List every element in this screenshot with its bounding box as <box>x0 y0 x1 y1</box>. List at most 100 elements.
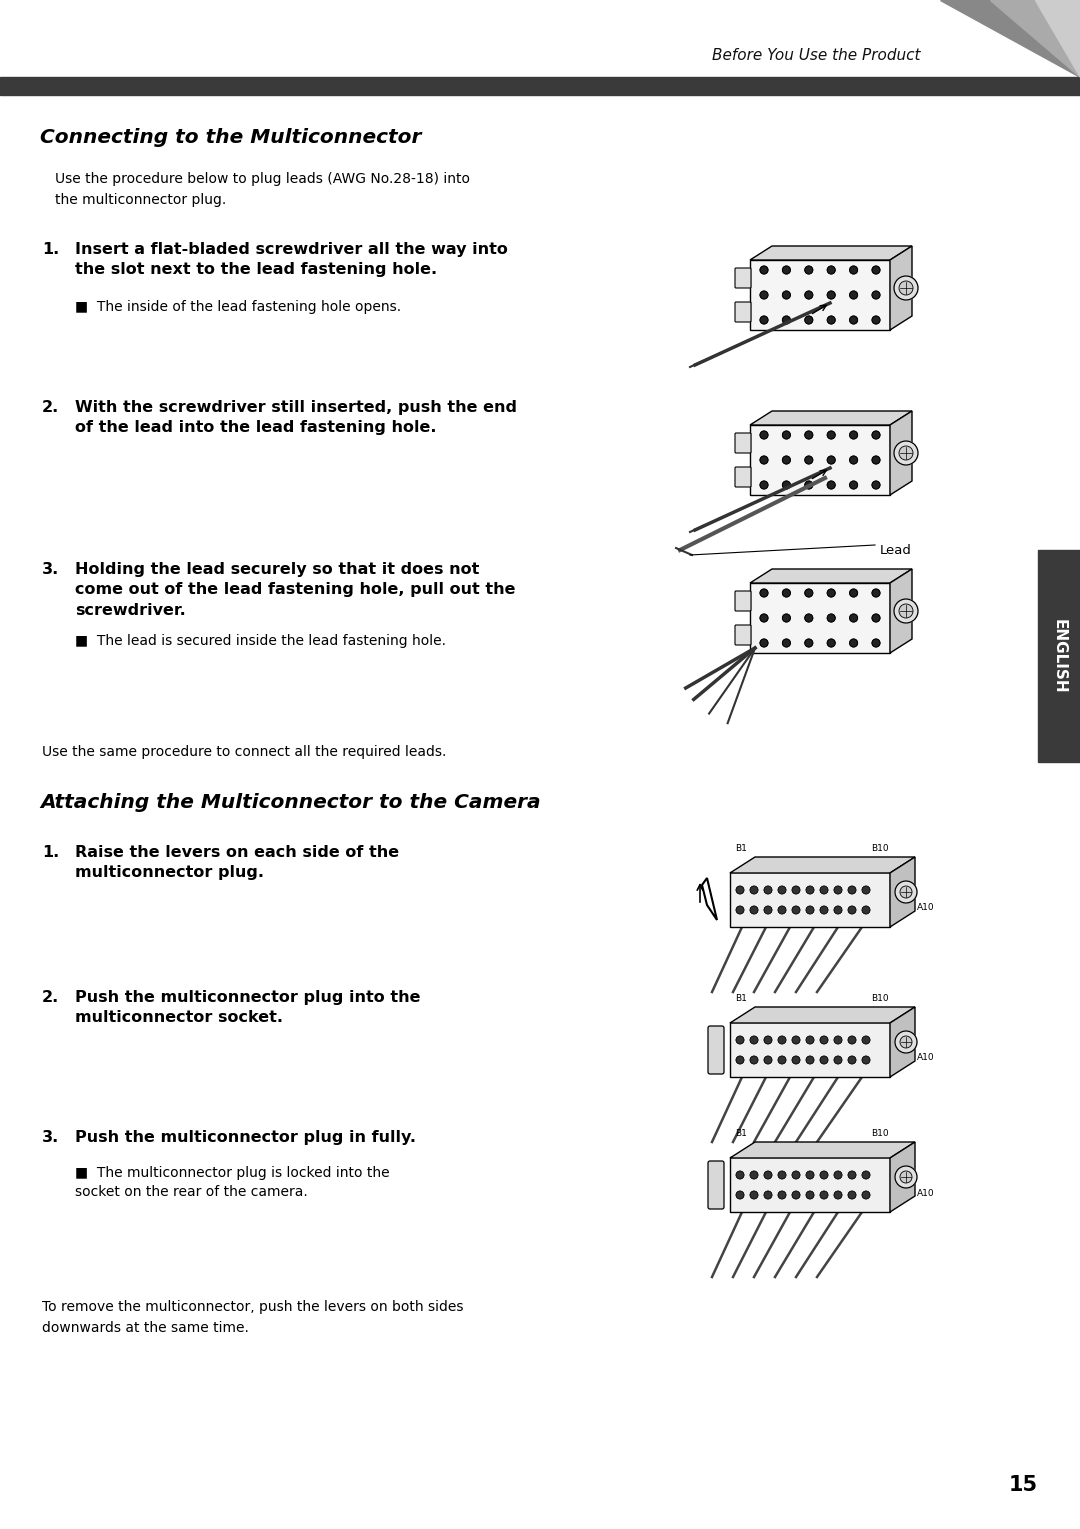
Text: Push the multiconnector plug into the
multiconnector socket.: Push the multiconnector plug into the mu… <box>75 989 420 1026</box>
Circle shape <box>872 431 880 439</box>
Circle shape <box>872 291 880 300</box>
Circle shape <box>778 1057 786 1064</box>
Bar <box>730 872 890 927</box>
Text: 2.: 2. <box>42 401 59 414</box>
Polygon shape <box>940 0 1080 76</box>
Circle shape <box>805 482 813 489</box>
Circle shape <box>834 1037 842 1044</box>
Circle shape <box>850 456 858 463</box>
Circle shape <box>899 281 913 295</box>
Circle shape <box>782 589 791 596</box>
Circle shape <box>872 615 880 622</box>
Text: 2.: 2. <box>42 989 59 1005</box>
Circle shape <box>760 589 768 596</box>
Circle shape <box>827 456 835 463</box>
Circle shape <box>827 317 835 324</box>
Circle shape <box>820 907 828 914</box>
Circle shape <box>764 1057 772 1064</box>
Circle shape <box>735 1171 744 1179</box>
Circle shape <box>750 1057 758 1064</box>
Circle shape <box>895 881 917 904</box>
Circle shape <box>894 599 918 622</box>
Circle shape <box>850 589 858 596</box>
Circle shape <box>805 317 813 324</box>
Circle shape <box>850 266 858 274</box>
Circle shape <box>848 885 856 894</box>
Circle shape <box>805 291 813 300</box>
Circle shape <box>848 1037 856 1044</box>
Circle shape <box>872 589 880 596</box>
Circle shape <box>792 907 800 914</box>
FancyBboxPatch shape <box>708 1026 724 1073</box>
Circle shape <box>900 1037 912 1047</box>
Text: Use the same procedure to connect all the required leads.: Use the same procedure to connect all th… <box>42 745 446 758</box>
Circle shape <box>782 291 791 300</box>
Text: To remove the multiconnector, push the levers on both sides
downwards at the sam: To remove the multiconnector, push the l… <box>42 1300 463 1335</box>
Circle shape <box>792 1191 800 1199</box>
Circle shape <box>778 1191 786 1199</box>
Circle shape <box>735 1057 744 1064</box>
Circle shape <box>872 639 880 647</box>
Circle shape <box>750 1171 758 1179</box>
Bar <box>730 1157 890 1212</box>
Circle shape <box>872 317 880 324</box>
Circle shape <box>806 1057 814 1064</box>
Circle shape <box>760 615 768 622</box>
Polygon shape <box>890 1008 915 1076</box>
Circle shape <box>782 266 791 274</box>
Text: 1.: 1. <box>42 242 59 257</box>
Circle shape <box>862 1057 870 1064</box>
Polygon shape <box>750 411 912 425</box>
Text: A10: A10 <box>917 904 934 913</box>
Circle shape <box>782 317 791 324</box>
Text: 3.: 3. <box>42 1130 59 1145</box>
Polygon shape <box>890 246 912 330</box>
Circle shape <box>834 885 842 894</box>
Text: Holding the lead securely so that it does not
come out of the lead fastening hol: Holding the lead securely so that it doe… <box>75 563 515 618</box>
Circle shape <box>834 907 842 914</box>
Circle shape <box>806 1037 814 1044</box>
Polygon shape <box>990 0 1080 76</box>
Bar <box>750 260 890 330</box>
Circle shape <box>848 1171 856 1179</box>
Circle shape <box>820 885 828 894</box>
FancyBboxPatch shape <box>735 466 751 488</box>
FancyBboxPatch shape <box>735 303 751 323</box>
Circle shape <box>827 639 835 647</box>
Circle shape <box>827 266 835 274</box>
Circle shape <box>782 639 791 647</box>
Circle shape <box>750 1037 758 1044</box>
Text: Use the procedure below to plug leads (AWG No.28-18) into
the multiconnector plu: Use the procedure below to plug leads (A… <box>55 171 470 206</box>
FancyBboxPatch shape <box>735 433 751 453</box>
Circle shape <box>764 885 772 894</box>
Circle shape <box>827 291 835 300</box>
FancyBboxPatch shape <box>735 625 751 645</box>
Polygon shape <box>890 856 915 927</box>
Circle shape <box>806 885 814 894</box>
Circle shape <box>764 907 772 914</box>
Circle shape <box>764 1171 772 1179</box>
Circle shape <box>792 1057 800 1064</box>
Circle shape <box>899 446 913 460</box>
Circle shape <box>735 1037 744 1044</box>
Circle shape <box>834 1171 842 1179</box>
Polygon shape <box>730 1008 915 1023</box>
Circle shape <box>782 482 791 489</box>
Circle shape <box>792 885 800 894</box>
Circle shape <box>750 907 758 914</box>
Circle shape <box>895 1167 917 1188</box>
Circle shape <box>850 615 858 622</box>
Bar <box>750 425 890 495</box>
Circle shape <box>760 291 768 300</box>
Text: B10: B10 <box>870 1128 889 1138</box>
Circle shape <box>848 1057 856 1064</box>
Circle shape <box>827 589 835 596</box>
Circle shape <box>850 317 858 324</box>
Text: 3.: 3. <box>42 563 59 576</box>
Circle shape <box>900 1171 912 1183</box>
Circle shape <box>760 317 768 324</box>
Circle shape <box>764 1037 772 1044</box>
Circle shape <box>805 431 813 439</box>
Circle shape <box>792 1171 800 1179</box>
Text: Push the multiconnector plug in fully.: Push the multiconnector plug in fully. <box>75 1130 416 1145</box>
